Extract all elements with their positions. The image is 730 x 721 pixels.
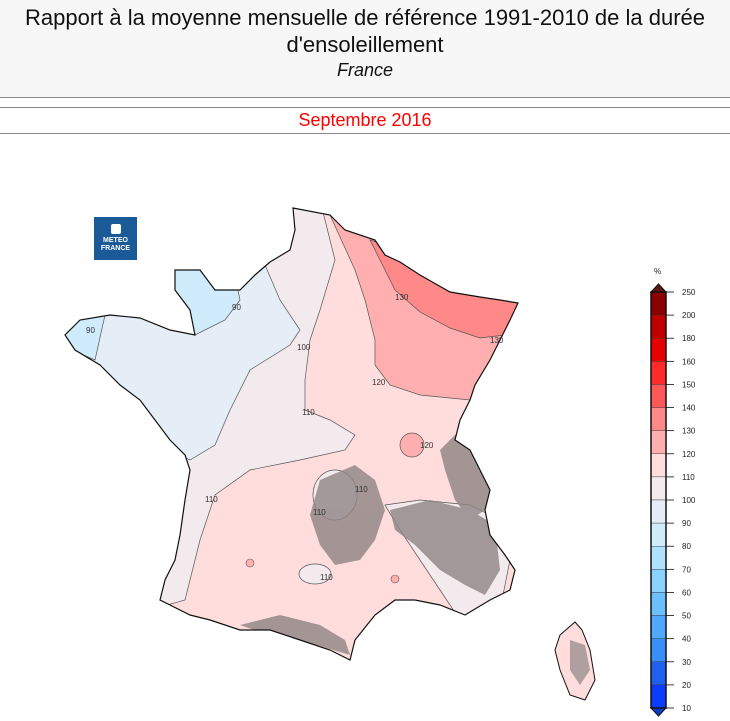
region-name: France [336, 60, 394, 80]
contour-labels: 90 90 100 110 110 110 110 110 120 120 13… [86, 293, 504, 582]
contour-label: 110 [355, 485, 368, 494]
legend-swatch [650, 592, 667, 616]
legend-swatch [650, 476, 667, 501]
contour-label: 110 [205, 495, 218, 504]
color-legend: % 250 200 180 160 150 140 130 120 110 100 90 80 70 60… [649, 267, 696, 717]
legend-swatch [650, 430, 667, 454]
contour-label: 130 [490, 336, 504, 345]
legend-tick-label: 160 [682, 357, 696, 366]
legend-tick-label: 140 [682, 404, 696, 413]
legend-top-arrow [649, 283, 668, 293]
legend-swatch [650, 338, 667, 362]
contour-label: 90 [86, 326, 95, 335]
france-zones [65, 208, 518, 660]
legend-tick-label: 90 [682, 519, 691, 528]
legend-tick-label: 20 [682, 681, 691, 690]
legend-tick-label: 110 [682, 473, 695, 482]
legend-swatch [650, 569, 667, 593]
legend-bottom-arrow [649, 707, 668, 717]
legend-tick-label: 180 [682, 334, 696, 343]
legend-tick-label: 150 [682, 380, 696, 389]
contour-label: 120 [420, 441, 434, 450]
legend-tick-label: 60 [682, 588, 691, 597]
legend-swatch [650, 453, 667, 478]
legend-swatch [650, 314, 667, 339]
meteo-france-logo: METEO FRANCE [94, 217, 137, 260]
logo-icon [110, 224, 121, 234]
legend-tick-label: 50 [682, 612, 691, 621]
zone-spot [390, 574, 400, 584]
legend-tick-label: 30 [682, 658, 691, 667]
contour-label: 110 [313, 508, 326, 517]
legend-tick-label: 120 [682, 450, 696, 459]
logo-text: FRANCE [100, 245, 131, 252]
contour-label: 110 [302, 408, 315, 417]
legend-tick-label: 70 [682, 565, 691, 574]
legend-swatch [650, 522, 667, 547]
legend-swatch [650, 407, 667, 431]
legend-tick-label: 200 [682, 311, 696, 320]
contour-label: 120 [372, 378, 386, 387]
legend-swatch [650, 546, 667, 570]
legend-swatch [650, 384, 667, 408]
legend-tick-label: 250 [682, 288, 696, 297]
zone-100-110-small [298, 563, 332, 585]
legend-swatch [650, 499, 667, 524]
zone-spot [245, 558, 255, 568]
legend-swatch [650, 684, 667, 709]
contour-label: 130 [395, 293, 409, 302]
header: Rapport à la moyenne mensuelle de référe… [0, 0, 730, 98]
legend-tick-label: 80 [682, 542, 691, 551]
legend-tick-label: 100 [682, 496, 696, 505]
legend-swatch [650, 361, 667, 385]
legend-swatch [650, 615, 667, 639]
legend-swatch [650, 661, 667, 686]
map-title: Rapport à la moyenne mensuelle de référe… [24, 5, 705, 57]
zone-120-130-spot [399, 432, 425, 458]
legend-tick-label: 10 [682, 704, 691, 713]
corsica-relief [570, 640, 590, 685]
logo-text: METEO [103, 237, 128, 244]
contour-label: 110 [320, 573, 333, 582]
legend-swatch [650, 291, 667, 316]
legend-unit: % [654, 267, 661, 276]
legend-swatch [650, 638, 667, 662]
legend-tick-label: 40 [682, 635, 691, 644]
contour-label: 100 [297, 343, 311, 352]
period-label: Septembre 2016 [0, 107, 730, 134]
legend-tick-label: 130 [682, 427, 696, 436]
contour-label: 90 [232, 303, 241, 312]
